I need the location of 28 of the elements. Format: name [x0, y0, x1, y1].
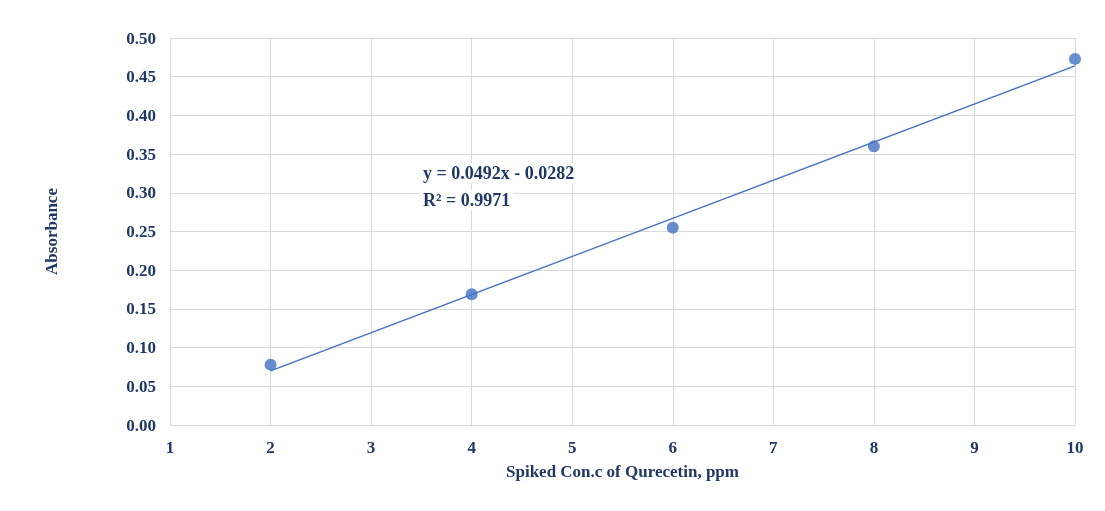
y-tick-label: 0.00	[126, 415, 156, 435]
x-tick-label: 8	[869, 438, 879, 457]
y-tick-label: 0.20	[126, 260, 156, 280]
x-tick-label: 6	[668, 438, 678, 457]
x-tick-label: 9	[970, 438, 979, 457]
y-tick-label: 0.05	[126, 376, 156, 396]
y-tick-label: 0.15	[126, 299, 156, 319]
y-tick-label: 0.50	[126, 28, 156, 48]
x-tick-label: 4	[467, 438, 477, 457]
x-tick-label: 7	[769, 438, 779, 457]
y-tick-label: 0.40	[126, 105, 156, 125]
y-tick-label: 0.30	[126, 183, 156, 203]
x-axis-title: Spiked Con.c of Qurecetin, ppm	[506, 462, 739, 481]
y-tick-label: 0.25	[126, 222, 156, 241]
point	[264, 358, 277, 371]
x-tick-label: 10	[1066, 438, 1084, 457]
annotation: R² = 0.9971	[423, 190, 511, 210]
x-tick-label: 3	[366, 438, 376, 457]
annotation: y = 0.0492x - 0.0282	[422, 163, 575, 183]
y-tick-label: 0.45	[126, 67, 156, 87]
x-tick-label: 1	[165, 438, 175, 457]
y-tick-label: 0.10	[126, 338, 156, 358]
point	[1069, 52, 1081, 65]
x-tick-label: 5	[567, 438, 577, 457]
x-tick-label: 2	[266, 438, 275, 457]
y-tick-label: 0.35	[126, 144, 156, 164]
y-axis-title: Absorbance	[42, 187, 61, 275]
point	[666, 221, 679, 234]
